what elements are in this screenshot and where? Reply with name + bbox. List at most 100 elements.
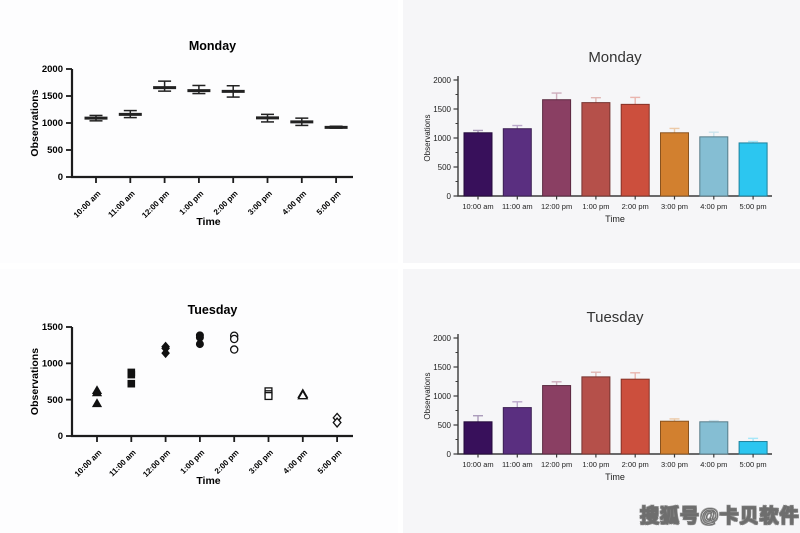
x-axis-label: Time bbox=[196, 475, 220, 487]
filled-diamond-marker bbox=[161, 348, 170, 359]
x-tick-label: 2:00 pm bbox=[213, 448, 241, 476]
bar bbox=[581, 376, 611, 455]
filled-square-marker bbox=[127, 379, 136, 388]
monday-bar-chart: Monday 0 500 1000 1500 2000 Observations 10:00 … bbox=[423, 49, 772, 224]
y-tick-label: 500 bbox=[47, 145, 63, 156]
y-axis-label: Observations bbox=[29, 348, 41, 415]
bar bbox=[620, 103, 650, 197]
open-square-marker bbox=[264, 391, 273, 401]
x-tick-label: 4:00 pm bbox=[281, 448, 309, 476]
axis bbox=[70, 327, 353, 438]
filled-circle-marker bbox=[195, 340, 204, 349]
chart-title: Monday bbox=[588, 49, 642, 66]
x-tick-label: 3:00 pm bbox=[661, 202, 688, 211]
x-axis-label: Time bbox=[605, 472, 625, 482]
y-axis-label: Observations bbox=[423, 114, 432, 161]
bar bbox=[502, 407, 532, 455]
x-axis-label: Time bbox=[605, 214, 625, 224]
monday-mean-sd-chart: Monday 0 500 1000 1500 2000 Observations 10:00 … bbox=[29, 39, 353, 228]
x-tick-label: 11:00 am bbox=[107, 448, 137, 478]
bar bbox=[699, 136, 729, 197]
tuesday-scatter-chart-panel: Tuesday 0 500 1000 1500 Observations 10:00 am 1… bbox=[0, 266, 400, 533]
y-tick-label: 0 bbox=[447, 450, 452, 459]
chart-title: Monday bbox=[189, 39, 236, 53]
x-tick-label: 10:00 am bbox=[73, 448, 104, 479]
x-tick-label: 1:00 pm bbox=[179, 448, 207, 476]
x-tick-label: 5:00 pm bbox=[740, 202, 767, 211]
open-triangle-marker bbox=[297, 389, 309, 400]
y-tick-label: 1500 bbox=[433, 363, 451, 372]
x-tick-label: 1:00 pm bbox=[582, 460, 609, 469]
y-tick-label: 2000 bbox=[42, 64, 63, 75]
open-circle-marker bbox=[229, 334, 239, 344]
y-tick-label: 1500 bbox=[433, 105, 451, 114]
y-tick-label: 0 bbox=[58, 172, 63, 183]
bar bbox=[502, 128, 532, 197]
bar bbox=[699, 421, 729, 455]
x-tick-label: 11:00 am bbox=[502, 460, 533, 469]
filled-square-marker bbox=[127, 370, 136, 379]
tuesday-bar-chart: Tuesday 0 500 1000 1500 2000 Observations 10:00… bbox=[423, 309, 772, 482]
watermark: 搜狐号@卡贝软件 bbox=[640, 506, 800, 528]
bar bbox=[660, 132, 689, 197]
x-tick-label: 10:00 am bbox=[72, 189, 103, 220]
x-axis-label: Time bbox=[196, 216, 220, 228]
x-tick-label: 5:00 pm bbox=[316, 448, 344, 476]
x-tick-label: 4:00 pm bbox=[280, 189, 308, 217]
bar bbox=[542, 99, 572, 197]
bar bbox=[620, 378, 650, 455]
x-tick-label: 12:00 pm bbox=[541, 202, 572, 211]
bar bbox=[738, 441, 768, 455]
x-tick-label: 12:00 pm bbox=[141, 448, 172, 479]
y-tick-label: 1000 bbox=[42, 359, 63, 370]
y-tick-label: 2000 bbox=[433, 334, 451, 343]
panel-divider-horizontal bbox=[0, 263, 800, 269]
x-tick-label: 11:00 am bbox=[502, 202, 533, 211]
x-tick-label: 12:00 pm bbox=[541, 460, 572, 469]
y-tick-label: 2000 bbox=[433, 76, 451, 85]
x-tick-label: 3:00 pm bbox=[661, 460, 688, 469]
y-tick-label: 1000 bbox=[433, 392, 451, 401]
chart-title: Tuesday bbox=[188, 303, 238, 317]
filled-triangle-marker bbox=[91, 398, 103, 408]
y-axis-label: Observations bbox=[423, 372, 432, 419]
x-tick-label: 2:00 pm bbox=[212, 189, 240, 217]
bar bbox=[738, 142, 768, 197]
y-tick-label: 1000 bbox=[42, 118, 63, 129]
y-axis-label: Observations bbox=[29, 89, 41, 156]
y-tick-label: 0 bbox=[58, 431, 63, 442]
open-diamond-marker bbox=[332, 417, 342, 428]
x-tick-label: 10:00 am bbox=[462, 460, 493, 469]
x-tick-label: 5:00 pm bbox=[740, 460, 767, 469]
x-tick-label: 4:00 pm bbox=[700, 202, 727, 211]
bar bbox=[463, 421, 493, 455]
y-tick-label: 1500 bbox=[42, 91, 63, 102]
bar bbox=[463, 132, 493, 197]
x-tick-label: 1:00 pm bbox=[582, 202, 609, 211]
y-tick-label: 1000 bbox=[433, 134, 451, 143]
x-tick-label: 2:00 pm bbox=[622, 202, 649, 211]
x-tick-label: 1:00 pm bbox=[178, 189, 206, 217]
open-circle-marker bbox=[229, 345, 239, 354]
x-tick-label: 5:00 pm bbox=[315, 189, 343, 217]
y-tick-label: 500 bbox=[47, 395, 63, 406]
x-tick-label: 4:00 pm bbox=[700, 460, 727, 469]
filled-triangle-marker bbox=[91, 387, 103, 397]
y-tick-label: 500 bbox=[438, 421, 452, 430]
y-tick-label: 500 bbox=[438, 163, 452, 172]
x-tick-label: 2:00 pm bbox=[622, 460, 649, 469]
x-tick-label: 3:00 pm bbox=[247, 448, 275, 476]
x-tick-label: 12:00 pm bbox=[140, 189, 171, 220]
chart-title: Tuesday bbox=[587, 309, 644, 326]
y-tick-label: 1500 bbox=[42, 322, 63, 333]
bar bbox=[542, 385, 572, 455]
filled-circle-marker bbox=[195, 333, 204, 342]
monday-errorbar-chart-panel: Monday 0 500 1000 1500 2000 Observations 10:00 … bbox=[0, 0, 400, 266]
x-tick-label: 11:00 am bbox=[106, 189, 136, 219]
tuesday-bar-chart-panel: Tuesday 0 500 1000 1500 2000 Observations 10:00… bbox=[400, 266, 800, 533]
bar bbox=[581, 102, 611, 197]
bar bbox=[660, 420, 689, 455]
monday-bar-chart-panel: Monday 0 500 1000 1500 2000 Observations 10:00 … bbox=[400, 0, 800, 266]
x-tick-label: 10:00 am bbox=[462, 202, 493, 211]
x-tick-label: 3:00 pm bbox=[246, 189, 274, 217]
